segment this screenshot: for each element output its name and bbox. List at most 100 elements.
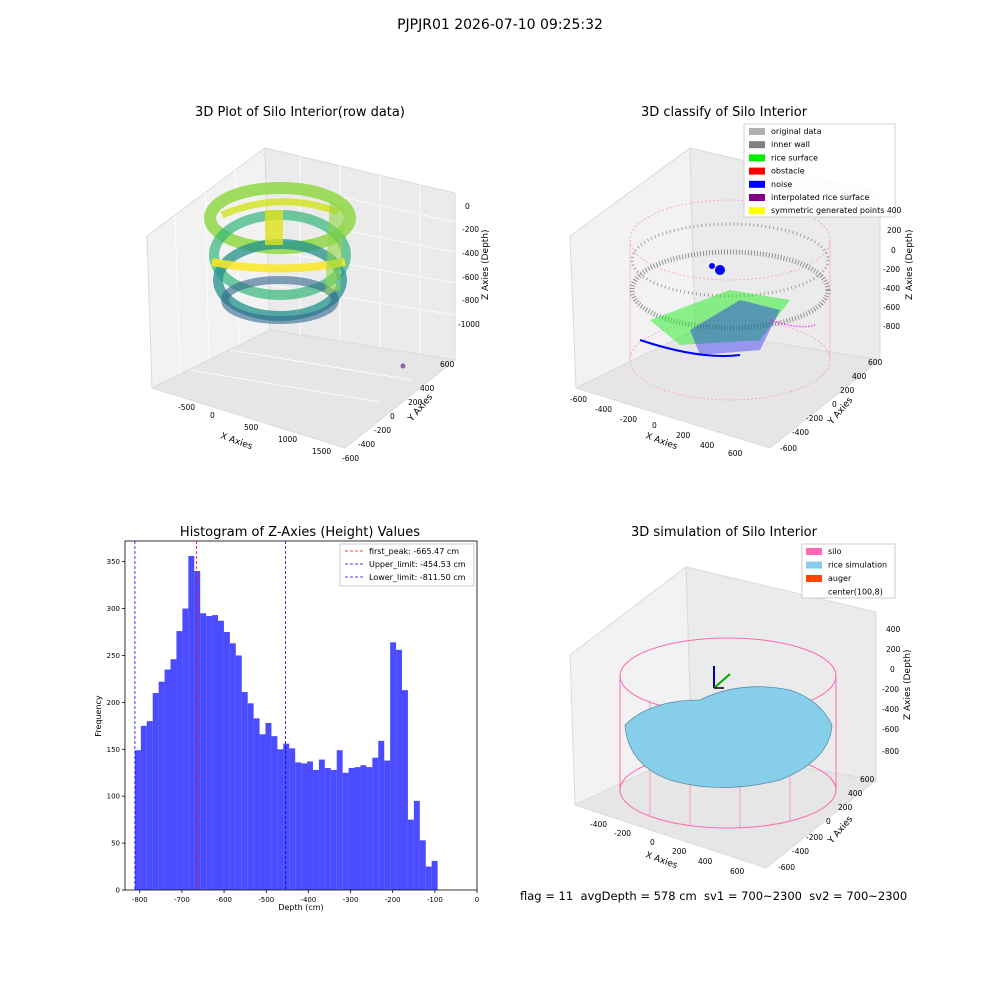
auger-marker (713, 666, 731, 689)
histogram-y-tick-label: 300 (107, 605, 120, 613)
histogram-x-tick-label: -600 (216, 896, 232, 904)
raw-panel-title: 3D Plot of Silo Interior(row data) (195, 105, 405, 120)
classify-x-tick: -200 (620, 415, 637, 424)
histogram-bars (134, 556, 438, 890)
classify-panel-title: 3D classify of Silo Interior (641, 105, 808, 120)
simulation-legend-swatch (806, 561, 822, 569)
histogram-bar (289, 748, 296, 890)
classify-floor-pane (574, 329, 882, 449)
simulation-axis-ticks: -400 -200 0 200 400 600 600 400 200 0 -200 -40… (590, 625, 901, 876)
simulation-zlabel: Z Axies (Depth) (903, 649, 913, 720)
histogram-bar (318, 759, 325, 890)
classify-legend-label: symmetric generated points (771, 206, 884, 215)
histogram-bar (413, 800, 420, 890)
histogram-bar (354, 767, 361, 890)
classify-legend-label: interpolated rice surface (771, 193, 869, 202)
histogram-ylabel: Frequency (94, 695, 103, 737)
classify-legend: original data inner wall rice surface obsta… (743, 123, 896, 218)
figure-suptitle: PJPJR01 2026-07-10 09:25:32 (397, 17, 603, 33)
classify-x-tick: -400 (595, 405, 612, 414)
raw-back-right-pane (264, 147, 456, 361)
classify-z-tick: -600 (883, 303, 900, 312)
histogram-bar (212, 615, 219, 890)
histogram-bar (277, 749, 284, 890)
classify-z-tick: 200 (887, 226, 902, 235)
classify-y-tick: -400 (792, 428, 809, 437)
histogram-bar (259, 734, 266, 890)
classify-y-tick: 0 (832, 400, 837, 409)
classify-point-clouds (629, 199, 831, 401)
histogram-x-tick-label: -700 (174, 896, 190, 904)
classify-legend-label: obstacle (771, 167, 805, 176)
classify-z-tick: -400 (883, 284, 900, 293)
classify-legend-swatch (749, 154, 765, 162)
classify-legend-label: noise (771, 180, 792, 189)
simulation-z-tick: -200 (882, 685, 899, 694)
histogram-bar (146, 721, 153, 890)
classify-legend-swatch (749, 180, 765, 188)
simulation-legend-label: rice simulation (828, 561, 887, 570)
simulation-z-tick: -400 (882, 705, 899, 714)
histogram-bar (330, 769, 337, 890)
simulation-3d-panel: 3D simulation of Silo Interior silo rice … (569, 525, 913, 876)
classify-x-tick: -600 (570, 395, 587, 404)
histogram-bar (312, 769, 319, 890)
histogram-bar (378, 740, 385, 890)
raw-z-tick: -1000 (458, 320, 480, 329)
classify-legend-label: inner wall (771, 140, 810, 149)
classify-legend-swatch (749, 141, 765, 149)
classify-z-tick: 0 (891, 246, 896, 255)
histogram-x-tick-label: -200 (385, 896, 401, 904)
classify-legend-label: original data (771, 127, 822, 136)
raw-y-tick: 400 (420, 384, 435, 393)
histogram-y-tick-label: 200 (107, 699, 120, 707)
histogram-bar (152, 692, 159, 890)
classify-legend-swatch (749, 194, 765, 201)
raw-y-tick: -200 (374, 426, 391, 435)
classify-z-tick: -800 (883, 322, 900, 331)
histogram-x-tick-label: -400 (300, 896, 316, 904)
histogram-bar (425, 866, 432, 890)
classify-z-tick: -200 (883, 265, 900, 274)
classify-z-tick: 400 (887, 206, 902, 215)
histogram-bar (336, 750, 343, 890)
simulation-legend-label: silo (828, 547, 842, 556)
histogram-bar (384, 760, 391, 890)
histogram-y-tick-label: 150 (107, 746, 120, 754)
classify-y-tick: -200 (806, 414, 823, 423)
histogram-ticks: -800 -700 -600 -500 -400 -300 -200 -100 0 0 50 100 1… (107, 558, 480, 904)
classify-legend-swatch (749, 167, 765, 175)
simulation-y-tick: 200 (838, 803, 853, 812)
raw-data-3d-panel: 3D Plot of Silo Interior(row data) (146, 105, 491, 463)
histogram-bar (188, 556, 195, 890)
simulation-x-tick: 0 (650, 838, 655, 847)
raw-z-tick: -600 (462, 273, 479, 282)
simulation-legend: silo rice simulation auger center(100,8) (801, 543, 896, 599)
histogram-bar (396, 649, 403, 890)
histogram-bar (229, 643, 236, 890)
histogram-bar (241, 692, 248, 890)
raw-y-tick: 600 (440, 360, 455, 369)
raw-scan-points (204, 182, 406, 369)
raw-z-tick: -200 (462, 225, 479, 234)
histogram-y-tick-label: 50 (111, 840, 120, 848)
histogram-vlines (134, 541, 286, 890)
classify-legend-swatch (749, 207, 765, 215)
histogram-bar (307, 761, 313, 890)
raw-y-tick: 200 (408, 398, 423, 407)
histogram-bar (271, 736, 278, 890)
raw-z-tick: 0 (465, 202, 470, 211)
simulation-z-tick: 0 (890, 665, 895, 674)
histogram-bar (235, 655, 242, 890)
histogram-bar (218, 620, 224, 890)
histogram-bar (182, 608, 189, 890)
classify-y-tick: 200 (840, 386, 855, 395)
histogram-bar (402, 690, 408, 890)
histogram-bar (176, 631, 183, 890)
classify-legend-swatch (749, 128, 765, 135)
histogram-legend-label: Lower_limit: -811.50 cm (369, 573, 466, 582)
histogram-bar (390, 642, 397, 890)
